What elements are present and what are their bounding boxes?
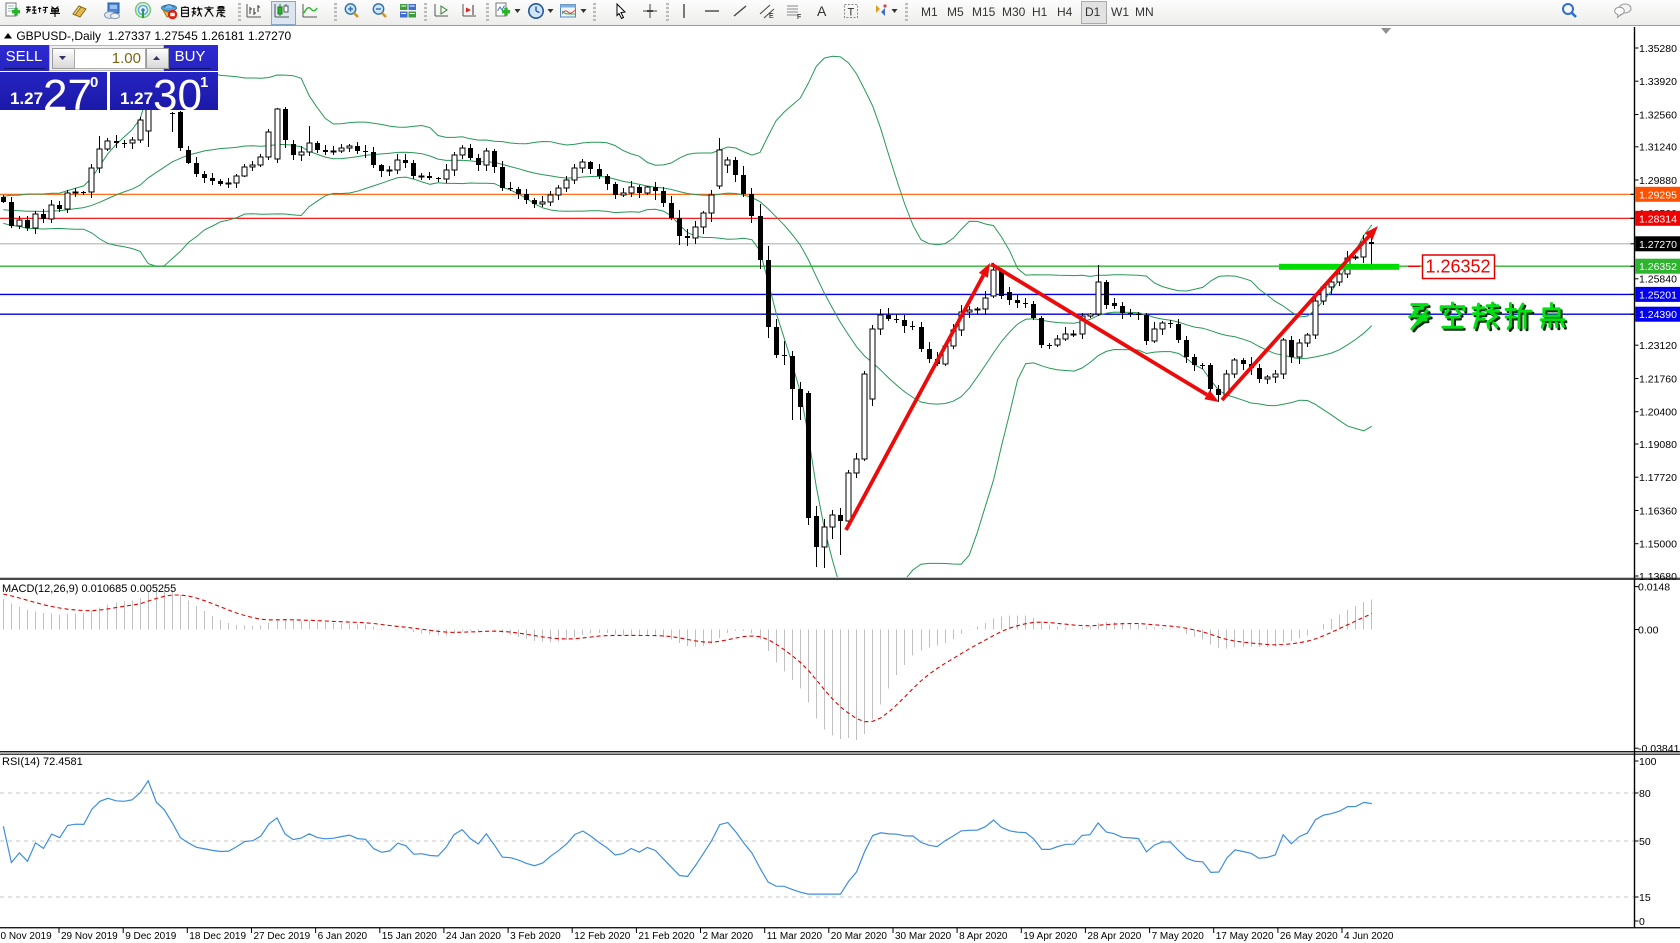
- svg-text:1.28314: 1.28314: [1639, 213, 1677, 225]
- svg-text:3 Feb 2020: 3 Feb 2020: [510, 931, 561, 942]
- svg-text:1.23120: 1.23120: [1639, 340, 1677, 352]
- svg-text:1.27270: 1.27270: [1639, 239, 1677, 251]
- svg-text:1.33920: 1.33920: [1639, 76, 1677, 88]
- svg-text:0.00: 0.00: [1638, 624, 1659, 636]
- svg-text:0: 0: [1639, 916, 1645, 928]
- svg-text:0 Nov 2019: 0 Nov 2019: [1, 931, 53, 942]
- svg-text:30 Mar 2020: 30 Mar 2020: [895, 931, 952, 942]
- svg-text:0.0148: 0.0148: [1638, 581, 1670, 593]
- svg-text:20 Mar 2020: 20 Mar 2020: [831, 931, 888, 942]
- svg-text:15: 15: [1639, 892, 1651, 904]
- svg-text:7 May 2020: 7 May 2020: [1152, 931, 1205, 942]
- svg-text:26 May 2020: 26 May 2020: [1280, 931, 1338, 942]
- svg-text:1.13680: 1.13680: [1639, 571, 1677, 583]
- svg-text:-0.038415: -0.038415: [1638, 743, 1680, 755]
- svg-text:1.26352: 1.26352: [1425, 257, 1490, 277]
- svg-text:27 Dec 2019: 27 Dec 2019: [254, 931, 311, 942]
- svg-text:80: 80: [1639, 788, 1651, 800]
- svg-text:28 Apr 2020: 28 Apr 2020: [1087, 931, 1141, 942]
- svg-text:A: A: [817, 3, 827, 19]
- svg-text:E: E: [769, 13, 774, 20]
- svg-text:11 Mar 2020: 11 Mar 2020: [767, 931, 823, 942]
- svg-text:19 Apr 2020: 19 Apr 2020: [1023, 931, 1077, 942]
- svg-text:4 Jun 2020: 4 Jun 2020: [1344, 931, 1394, 942]
- svg-text:1.25840: 1.25840: [1639, 274, 1677, 286]
- svg-text:100: 100: [1639, 756, 1657, 768]
- svg-text:18 Dec 2019: 18 Dec 2019: [189, 931, 246, 942]
- svg-text:MACD(12,26,9) 0.010685 0.00525: MACD(12,26,9) 0.010685 0.005255: [2, 583, 176, 595]
- svg-text:T: T: [848, 7, 855, 19]
- svg-text:8 Apr 2020: 8 Apr 2020: [959, 931, 1008, 942]
- svg-text:1.32560: 1.32560: [1639, 109, 1677, 121]
- svg-text:1.17720: 1.17720: [1639, 472, 1677, 484]
- svg-text:50: 50: [1639, 836, 1651, 848]
- svg-text:1.16360: 1.16360: [1639, 505, 1677, 517]
- svg-text:2 Mar 2020: 2 Mar 2020: [703, 931, 754, 942]
- svg-text:1.29880: 1.29880: [1639, 175, 1677, 187]
- svg-text:1.15000: 1.15000: [1639, 539, 1677, 551]
- svg-text:1.20400: 1.20400: [1639, 407, 1677, 419]
- svg-text:1.24390: 1.24390: [1639, 309, 1677, 321]
- svg-text:1.19080: 1.19080: [1639, 439, 1677, 451]
- svg-text:RSI(14) 72.4581: RSI(14) 72.4581: [2, 756, 83, 768]
- svg-text:17 May 2020: 17 May 2020: [1216, 931, 1274, 942]
- svg-text:24 Jan 2020: 24 Jan 2020: [446, 931, 501, 942]
- svg-text:6 Jan 2020: 6 Jan 2020: [318, 931, 368, 942]
- svg-text:1.35280: 1.35280: [1639, 43, 1677, 55]
- svg-text:1.29295: 1.29295: [1639, 189, 1677, 201]
- svg-text:1.31240: 1.31240: [1639, 142, 1677, 154]
- svg-text:F: F: [797, 14, 801, 20]
- svg-text:1.26352: 1.26352: [1639, 261, 1677, 273]
- svg-text:15 Jan 2020: 15 Jan 2020: [382, 931, 437, 942]
- svg-text:21 Feb 2020: 21 Feb 2020: [638, 931, 695, 942]
- svg-text:12 Feb 2020: 12 Feb 2020: [574, 931, 631, 942]
- svg-text:9 Dec 2019: 9 Dec 2019: [125, 931, 177, 942]
- svg-text:1.21760: 1.21760: [1639, 373, 1677, 385]
- svg-text:1.25201: 1.25201: [1639, 289, 1677, 301]
- svg-text:29 Nov 2019: 29 Nov 2019: [61, 931, 118, 942]
